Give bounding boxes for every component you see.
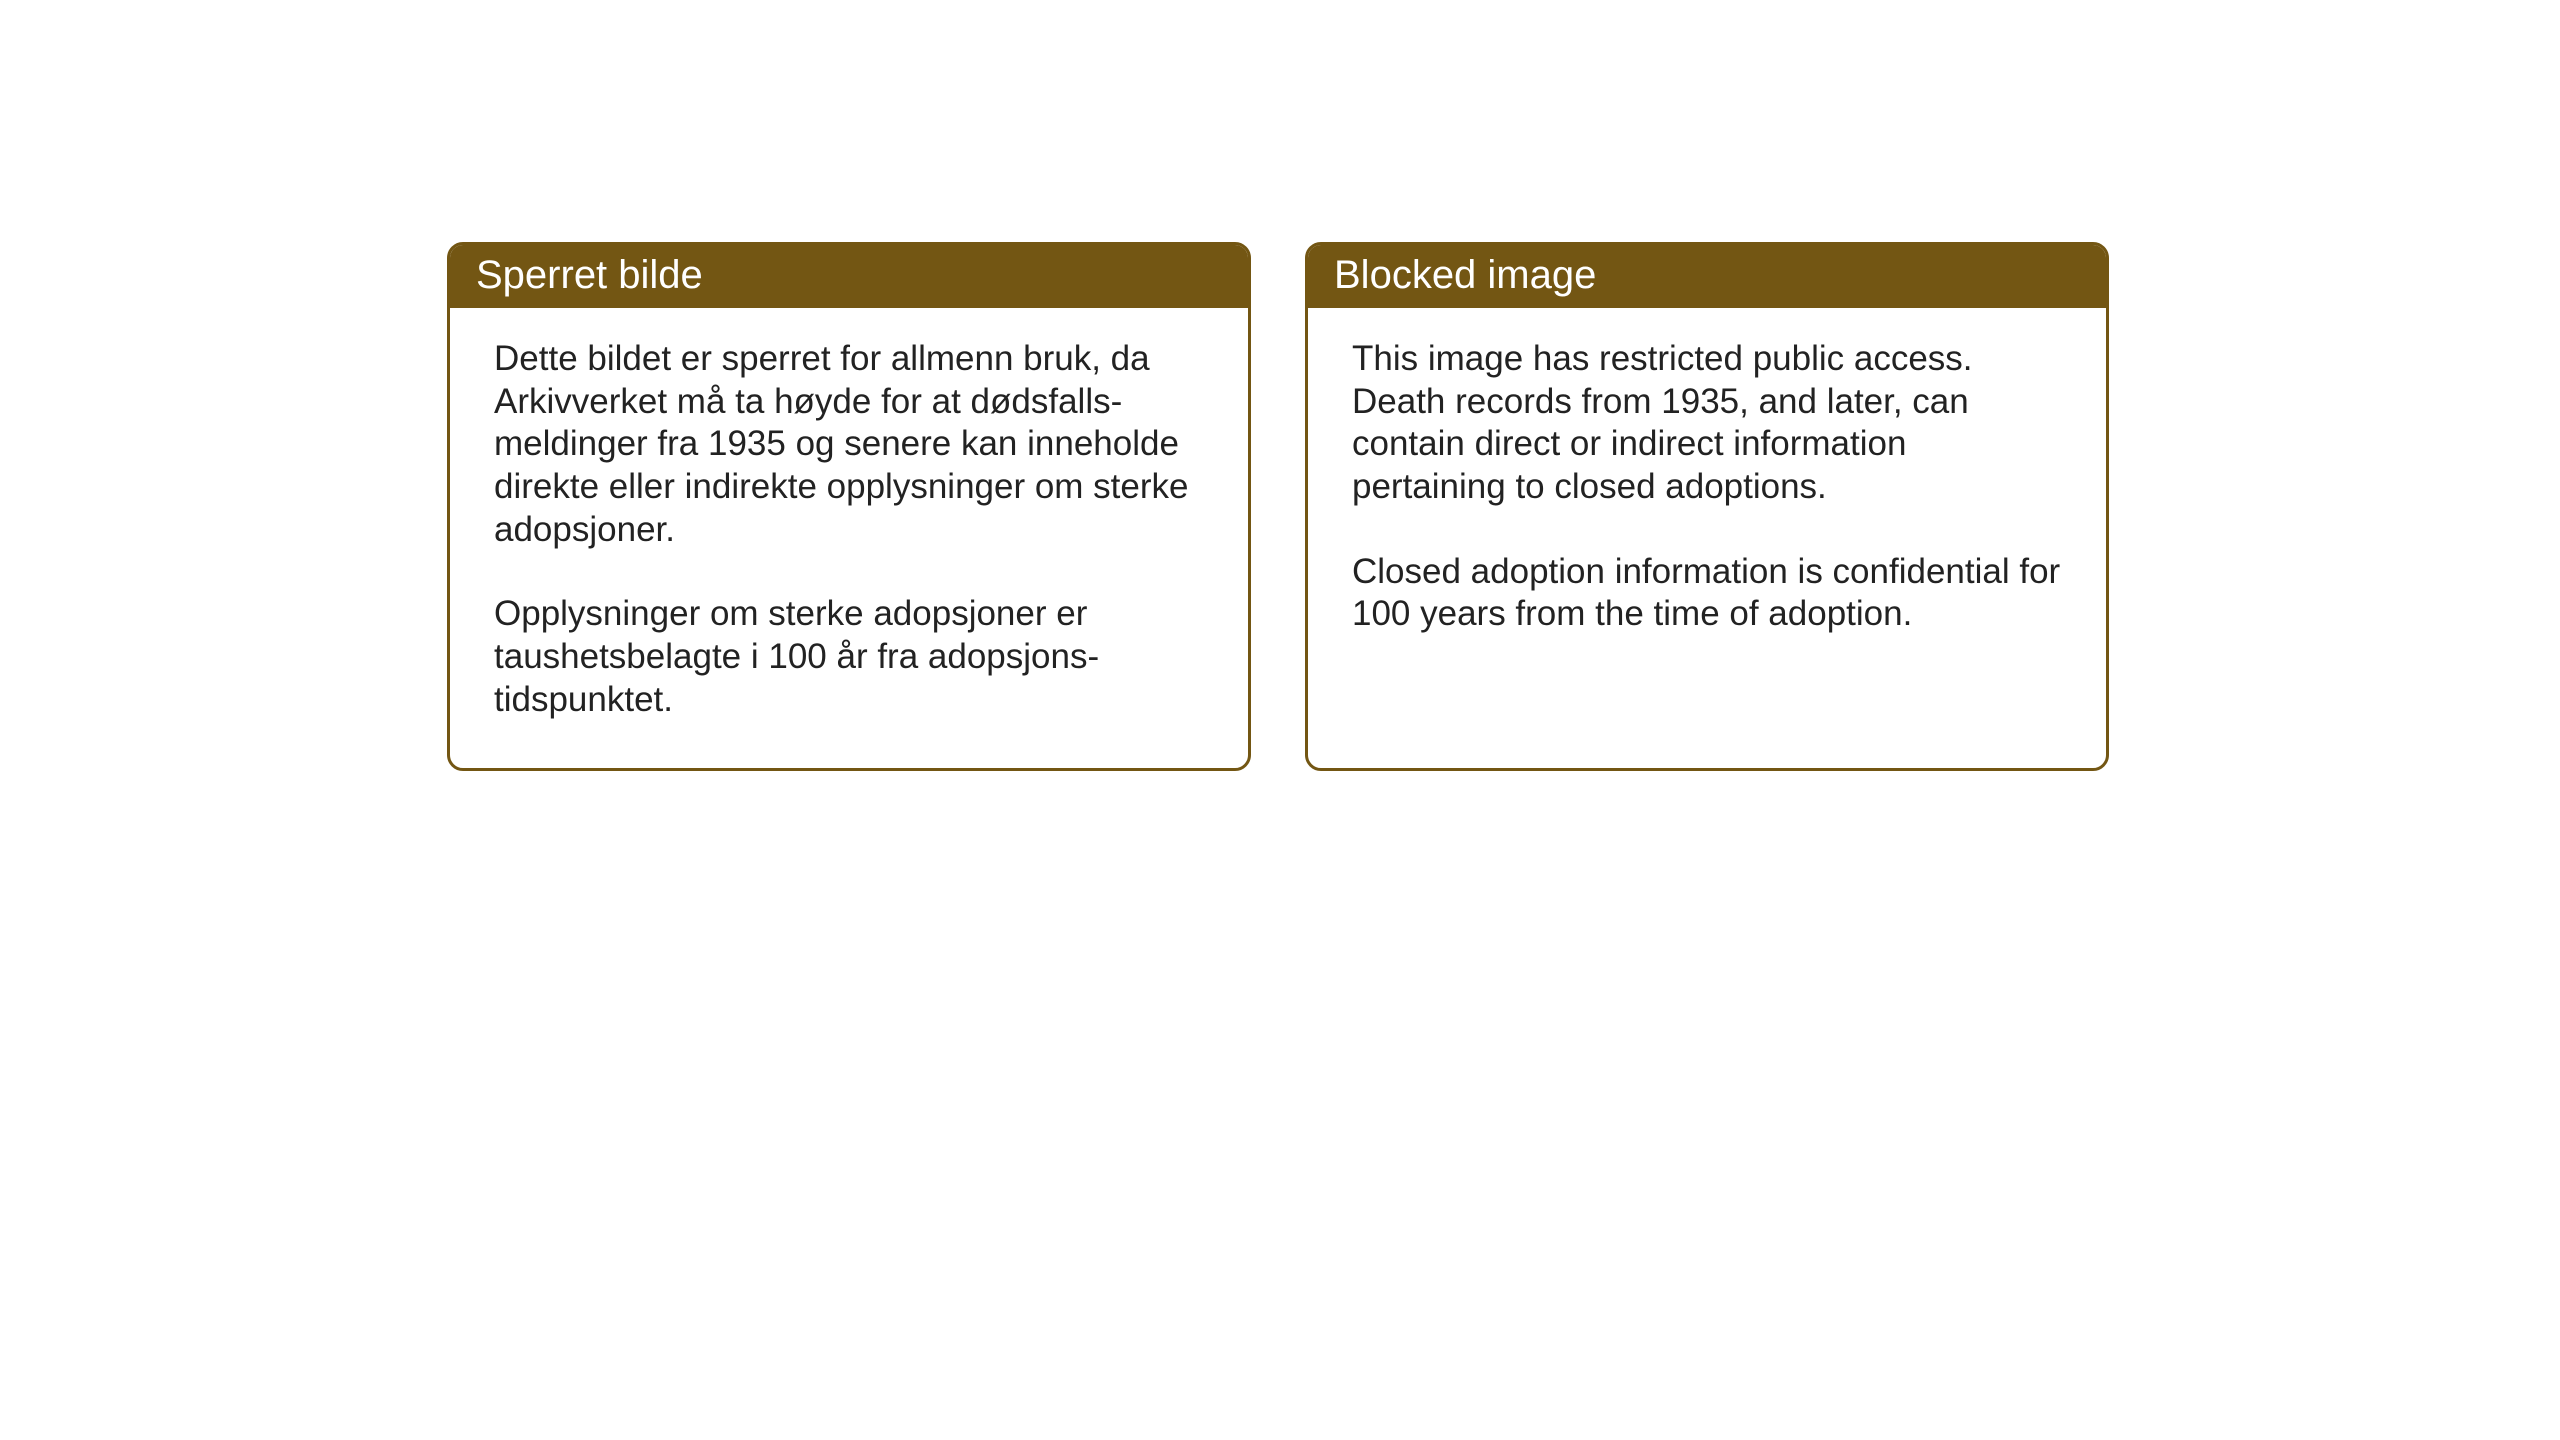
card-header-english: Blocked image bbox=[1308, 245, 2106, 308]
card-paragraph-norwegian-2: Opplysninger om sterke adopsjoner er tau… bbox=[494, 593, 1204, 721]
card-header-norwegian: Sperret bilde bbox=[450, 245, 1248, 308]
card-paragraph-norwegian-1: Dette bildet er sperret for allmenn bruk… bbox=[494, 338, 1204, 551]
card-body-norwegian: Dette bildet er sperret for allmenn bruk… bbox=[450, 308, 1248, 768]
card-body-english: This image has restricted public access.… bbox=[1308, 308, 2106, 752]
card-paragraph-english-2: Closed adoption information is confident… bbox=[1352, 551, 2062, 636]
notice-card-english: Blocked image This image has restricted … bbox=[1305, 242, 2109, 771]
card-title-norwegian: Sperret bilde bbox=[476, 253, 703, 297]
notice-card-norwegian: Sperret bilde Dette bildet er sperret fo… bbox=[447, 242, 1251, 771]
notice-container: Sperret bilde Dette bildet er sperret fo… bbox=[0, 0, 2560, 771]
card-paragraph-english-1: This image has restricted public access.… bbox=[1352, 338, 2062, 509]
card-title-english: Blocked image bbox=[1334, 253, 1596, 297]
